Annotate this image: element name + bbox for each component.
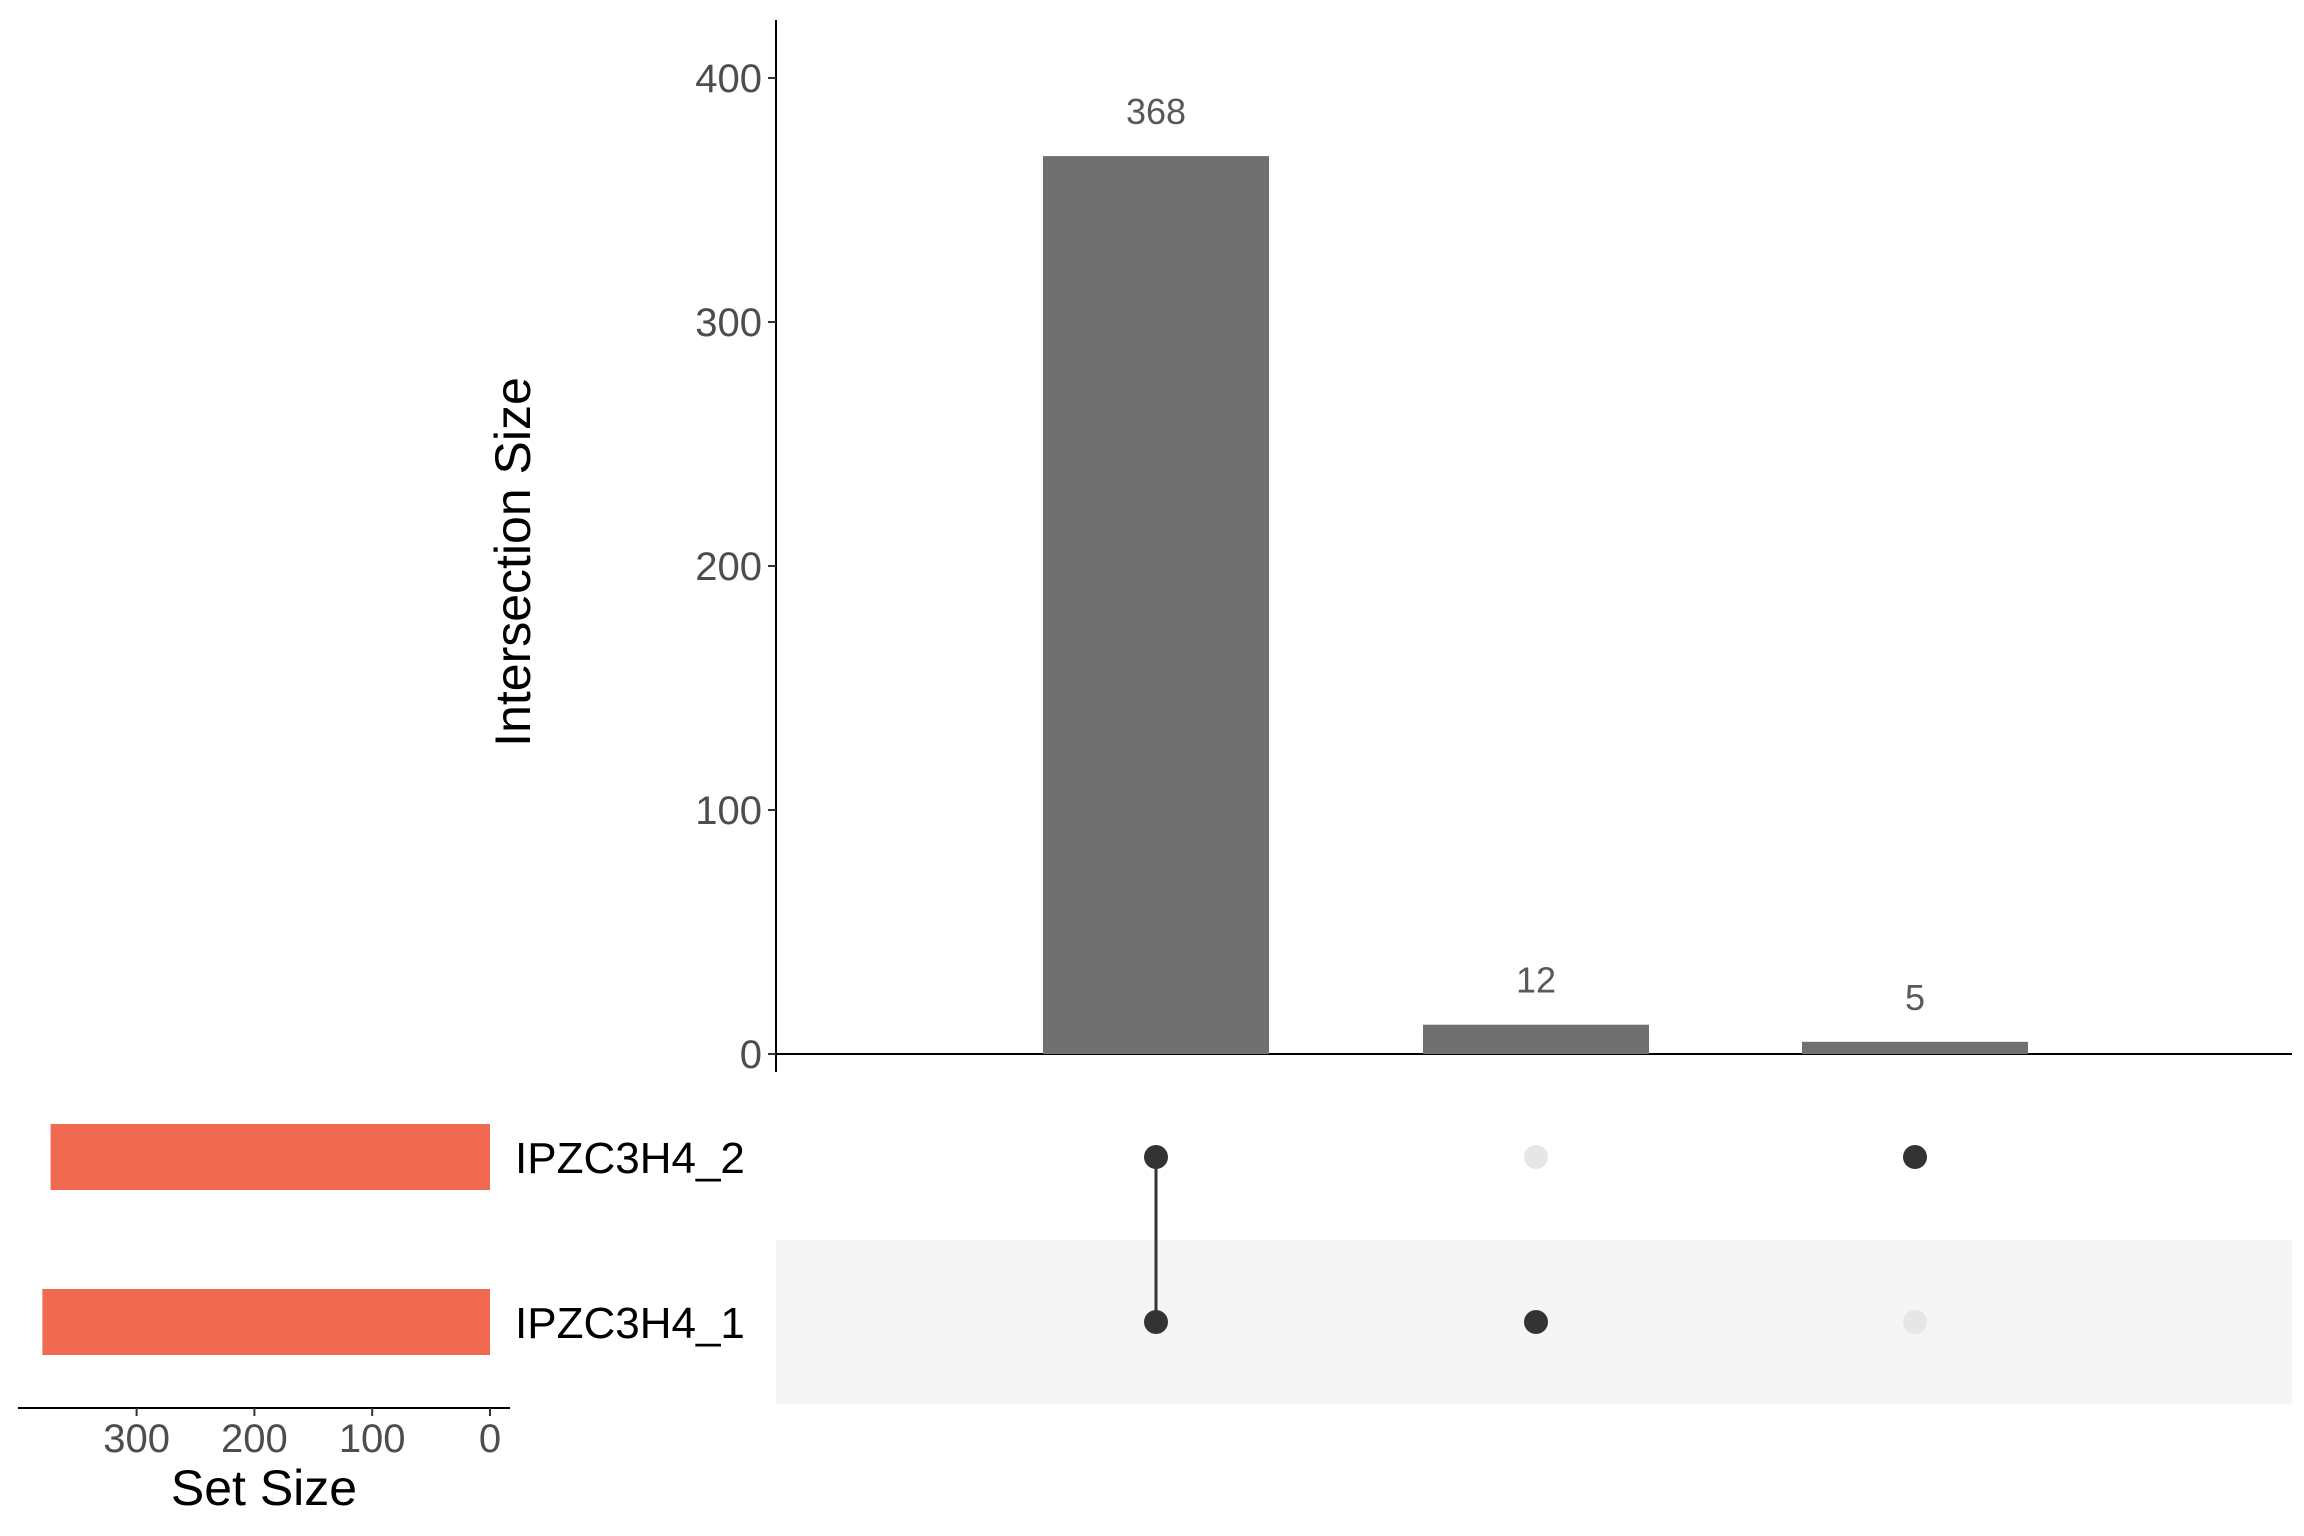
set-name-label: IPZC3H4_1: [515, 1299, 745, 1348]
set-size-bar: [50, 1124, 491, 1190]
matrix-dot-active: [1524, 1310, 1548, 1334]
set-size-bar: [42, 1289, 491, 1355]
set-size-tick-label: 100: [339, 1417, 406, 1461]
y-tick-label: 100: [695, 789, 762, 833]
set-size-axis-title: Set Size: [171, 1460, 357, 1516]
set-size-tick-label: 300: [103, 1417, 170, 1461]
matrix-dot-inactive: [1903, 1310, 1927, 1334]
intersection-bar: [1802, 1041, 2028, 1054]
y-axis-title: Intersection Size: [485, 377, 541, 747]
matrix-dot-active: [1144, 1310, 1168, 1334]
y-tick-label: 0: [740, 1033, 762, 1077]
y-tick-label: 200: [695, 545, 762, 589]
y-tick-label: 300: [695, 301, 762, 345]
matrix-dot-active: [1903, 1145, 1927, 1169]
matrix-dot-active: [1144, 1145, 1168, 1169]
set-name-label: IPZC3H4_2: [515, 1134, 745, 1183]
intersection-bar: [1423, 1024, 1649, 1054]
intersection-bar-label: 12: [1516, 960, 1556, 1001]
matrix-dot-inactive: [1524, 1145, 1548, 1169]
intersection-size-panel: 0 100 200 300 400 Intersection Size 368 12 5: [485, 20, 2292, 1077]
y-tick-label: 400: [695, 57, 762, 101]
intersection-bar-label: 5: [1905, 977, 1925, 1018]
set-size-tick-label: 200: [221, 1417, 288, 1461]
intersection-matrix: [1144, 1145, 1927, 1334]
intersection-bar-label: 368: [1126, 91, 1186, 132]
intersection-bar: [1043, 156, 1269, 1054]
set-size-panel: IPZC3H4_2 IPZC3H4_1 300 200 100 0 Set Size: [18, 1124, 745, 1516]
set-size-tick-label: 0: [479, 1417, 501, 1461]
